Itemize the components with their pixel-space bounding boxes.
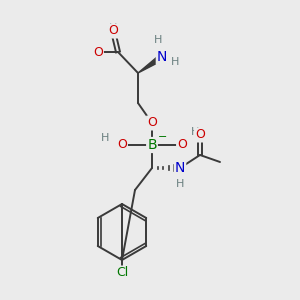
Text: O: O xyxy=(117,139,127,152)
Text: O: O xyxy=(93,46,103,59)
Text: N: N xyxy=(175,161,185,175)
Text: H: H xyxy=(154,35,162,45)
Text: H: H xyxy=(171,57,179,67)
Text: H: H xyxy=(176,179,184,189)
Text: N: N xyxy=(157,50,167,64)
Text: H: H xyxy=(109,23,117,33)
Text: H: H xyxy=(191,127,199,137)
Text: −: − xyxy=(158,132,167,142)
Polygon shape xyxy=(138,54,164,73)
Text: O: O xyxy=(177,139,187,152)
Text: O: O xyxy=(108,25,118,38)
Text: Cl: Cl xyxy=(116,266,128,280)
Text: H: H xyxy=(101,133,109,143)
Text: O: O xyxy=(147,116,157,130)
Text: B: B xyxy=(147,138,157,152)
Text: O: O xyxy=(195,128,205,142)
